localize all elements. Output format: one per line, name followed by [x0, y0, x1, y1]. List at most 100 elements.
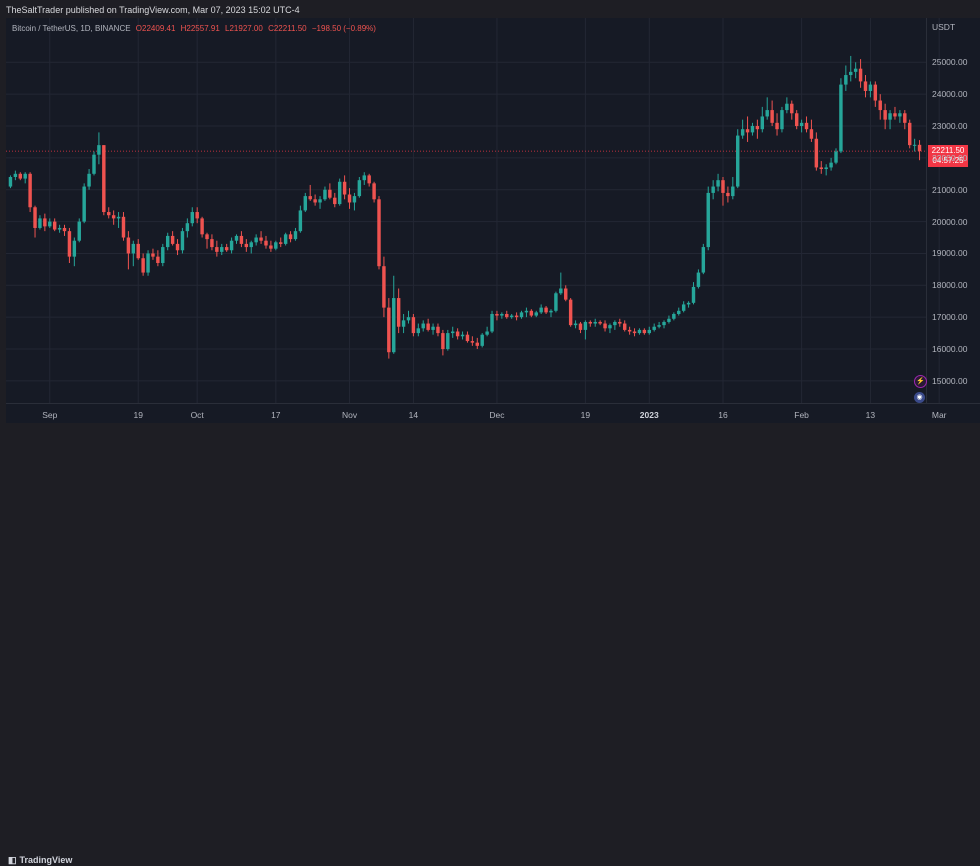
candlestick-chart — [6, 18, 940, 403]
candle-body-down — [770, 110, 774, 123]
candle-body-down — [863, 81, 868, 91]
candle-body-down — [465, 334, 470, 342]
candle-body-up — [839, 84, 843, 152]
lightning-event-icon[interactable]: ⚡ — [914, 375, 927, 388]
y-tick-label: 19000.00 — [932, 248, 968, 259]
x-tick-label: Nov — [341, 410, 358, 420]
candle-body-down — [205, 234, 209, 240]
candle-body-up — [716, 180, 720, 187]
y-tick-label: 18000.00 — [932, 280, 968, 291]
candle-body-down — [858, 68, 863, 82]
candle-body-down — [794, 113, 799, 127]
candle-body-up — [446, 333, 450, 350]
x-tick-label: 19 — [133, 410, 143, 420]
candle-body-up — [711, 186, 715, 193]
candle-body-down — [107, 212, 111, 216]
x-tick-label: Mar — [931, 410, 947, 420]
candle-body-up — [165, 235, 170, 248]
candle-body-down — [721, 180, 725, 193]
candle-body-down — [342, 181, 347, 195]
candle-body-down — [288, 234, 293, 240]
candle-body-down — [627, 329, 632, 332]
legend-low: L21927.00 — [225, 24, 263, 33]
x-tick-label: 19 — [580, 410, 591, 420]
candle-body-down — [382, 266, 386, 308]
footer: ◧ TradingView — [0, 423, 980, 865]
tradingview-logo[interactable]: ◧ TradingView — [8, 855, 72, 866]
x-tick-label: Dec — [489, 410, 505, 420]
candle-body-up — [161, 247, 165, 264]
candle-body-up — [829, 162, 833, 168]
candle-body-down — [347, 194, 352, 203]
candle-body-up — [691, 286, 696, 303]
candle-body-down — [200, 218, 204, 235]
candle-body-down — [264, 240, 268, 246]
candle-body-up — [500, 313, 504, 316]
candle-body-up — [750, 126, 755, 133]
candle-body-up — [613, 321, 617, 326]
candle-body-down — [279, 242, 283, 244]
candle-body-down — [588, 321, 593, 324]
x-tick-label: Oct — [190, 410, 204, 420]
candle-body-up — [293, 231, 298, 240]
candle-body-up — [672, 313, 676, 319]
legend-open: O22409.41 — [135, 24, 176, 33]
candle-body-up — [853, 68, 858, 72]
candle-body-up — [834, 151, 838, 163]
candle-body-down — [67, 231, 72, 257]
candle-body-down — [790, 103, 794, 114]
candle-body-up — [637, 329, 642, 334]
candle-body-down — [33, 207, 37, 228]
candle-body-down — [642, 329, 647, 334]
candle-body-up — [480, 334, 484, 346]
candle-body-up — [573, 323, 578, 326]
candle-body-up — [583, 321, 588, 330]
candle-body-up — [549, 310, 553, 313]
candle-body-up — [519, 312, 524, 318]
time-axis[interactable] — [6, 403, 980, 424]
candle-body-up — [57, 227, 62, 230]
candle-body-up — [401, 320, 406, 327]
legend-change: −198.50 (−0.89%) — [311, 24, 376, 33]
candle-body-down — [411, 317, 416, 334]
candle-body-down — [819, 167, 823, 170]
y-tick-label: 23000.00 — [932, 121, 968, 132]
candle-body-down — [121, 216, 126, 238]
candle-body-up — [662, 321, 666, 326]
candle-body-down — [328, 189, 332, 198]
candle-body-up — [185, 223, 190, 232]
y-tick-label: 17000.00 — [932, 312, 968, 323]
price-axis[interactable] — [926, 18, 980, 403]
legend-high: H22557.91 — [180, 24, 220, 33]
candle-body-down — [62, 227, 67, 232]
candle-body-up — [298, 210, 303, 232]
candle-body-down — [170, 235, 175, 244]
candle-body-down — [603, 323, 607, 329]
candle-body-up — [509, 315, 514, 318]
flag-event-icon[interactable]: ◉ — [914, 392, 925, 403]
candle-body-down — [893, 113, 897, 117]
y-tick-label: 25000.00 — [932, 57, 968, 68]
y-tick-label: 24000.00 — [932, 89, 968, 100]
candle-body-down — [372, 183, 376, 200]
candle-body-up — [23, 173, 27, 179]
candle-body-down — [136, 243, 140, 259]
candle-body-up — [652, 326, 656, 330]
candle-body-up — [736, 135, 740, 187]
candle-body-down — [269, 245, 273, 249]
candle-body-up — [799, 122, 804, 127]
candle-body-down — [52, 221, 57, 230]
x-tick-label: Feb — [794, 410, 809, 420]
x-tick-label: 17 — [271, 410, 281, 420]
candle-body-up — [87, 173, 91, 187]
candle-body-up — [740, 129, 745, 136]
y-tick-label: 20000.00 — [932, 216, 968, 227]
candle-body-up — [844, 75, 848, 85]
candle-body-up — [785, 103, 789, 111]
legend-close: C22211.50 — [268, 24, 307, 33]
x-tick-label: 14 — [408, 410, 419, 420]
candle-body-down — [470, 341, 475, 343]
candle-body-down — [156, 256, 160, 264]
candle-body-up — [431, 326, 435, 330]
candle-body-up — [824, 167, 828, 170]
